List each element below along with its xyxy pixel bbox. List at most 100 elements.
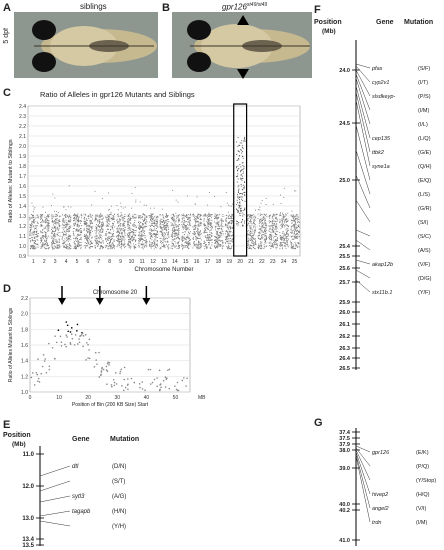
data-point <box>42 242 44 243</box>
data-point <box>198 234 200 236</box>
data-point <box>55 229 57 231</box>
data-point <box>58 247 60 249</box>
data-point <box>89 247 91 249</box>
data-point <box>67 216 69 217</box>
data-point <box>242 199 244 201</box>
data-point <box>215 239 217 241</box>
data-point <box>239 205 241 206</box>
data-point <box>205 244 207 246</box>
data-point <box>270 234 272 235</box>
data-point <box>141 244 143 246</box>
data-point <box>53 226 55 228</box>
data-point <box>32 247 34 249</box>
data-point <box>188 220 190 222</box>
data-point <box>29 225 31 227</box>
arrowhead-icon <box>58 298 66 305</box>
data-point <box>168 237 170 239</box>
data-point <box>244 138 246 140</box>
data-point <box>120 368 123 371</box>
data-point <box>172 230 174 232</box>
data-point <box>45 227 47 229</box>
data-point <box>74 241 75 243</box>
data-point <box>200 219 202 220</box>
data-point <box>108 361 111 364</box>
data-point <box>198 246 200 248</box>
data-point <box>46 224 48 226</box>
data-point <box>172 243 174 245</box>
data-point <box>96 238 97 240</box>
data-point <box>218 221 220 223</box>
data-point <box>77 238 79 240</box>
data-point <box>77 235 79 237</box>
data-point <box>181 239 183 241</box>
data-point <box>62 243 64 245</box>
data-point <box>167 369 169 372</box>
data-point <box>171 217 173 218</box>
data-point <box>189 240 191 242</box>
data-point <box>178 218 180 220</box>
data-point <box>109 244 111 246</box>
data-point <box>64 246 66 248</box>
data-point <box>291 222 293 224</box>
data-point <box>52 243 54 244</box>
data-point <box>220 231 222 233</box>
data-point <box>207 233 209 235</box>
data-point <box>227 225 229 227</box>
position-label: 41.0 <box>339 538 350 544</box>
data-point <box>294 226 296 228</box>
data-point <box>83 230 85 231</box>
data-point <box>204 235 206 237</box>
data-point <box>170 217 172 219</box>
data-point <box>258 223 260 225</box>
y-axis-label: Ratio of Alleles Mutant to Siblings <box>8 307 14 382</box>
data-point <box>51 231 53 233</box>
data-point <box>134 213 136 215</box>
data-point <box>134 220 136 222</box>
data-point <box>229 215 231 217</box>
data-point <box>253 221 254 223</box>
data-point <box>29 227 31 228</box>
data-point <box>209 218 211 220</box>
gene-connector <box>355 239 371 251</box>
data-point <box>286 234 288 236</box>
data-point <box>138 215 140 217</box>
data-point <box>195 239 197 241</box>
data-point <box>86 342 88 344</box>
data-point <box>31 220 33 222</box>
data-point <box>40 230 41 232</box>
data-point <box>265 225 267 226</box>
data-point <box>295 234 297 236</box>
data-point <box>66 240 68 242</box>
data-point <box>266 229 267 231</box>
data-point <box>76 216 78 218</box>
data-point <box>161 233 163 235</box>
data-point <box>151 236 153 238</box>
data-point <box>66 246 68 248</box>
data-point <box>163 238 165 240</box>
data-point <box>189 239 191 241</box>
data-point <box>229 243 231 245</box>
data-point <box>142 248 144 250</box>
mutation-label: (E/K) <box>416 450 429 456</box>
data-point <box>157 245 158 247</box>
data-point <box>88 241 89 243</box>
data-point <box>280 203 282 204</box>
data-point <box>111 205 113 207</box>
data-point <box>271 225 273 227</box>
data-point <box>221 219 223 221</box>
data-point <box>66 324 69 327</box>
data-point <box>149 221 151 223</box>
data-point <box>270 237 272 239</box>
data-point <box>226 230 228 232</box>
data-point <box>138 224 140 226</box>
data-point <box>222 243 224 245</box>
data-point <box>173 220 175 222</box>
data-point <box>177 246 179 248</box>
data-point <box>272 244 274 246</box>
data-point <box>286 243 288 245</box>
data-point <box>225 237 227 239</box>
data-point <box>117 213 119 215</box>
data-point <box>139 229 140 231</box>
data-point <box>63 220 65 222</box>
data-point <box>188 227 190 229</box>
